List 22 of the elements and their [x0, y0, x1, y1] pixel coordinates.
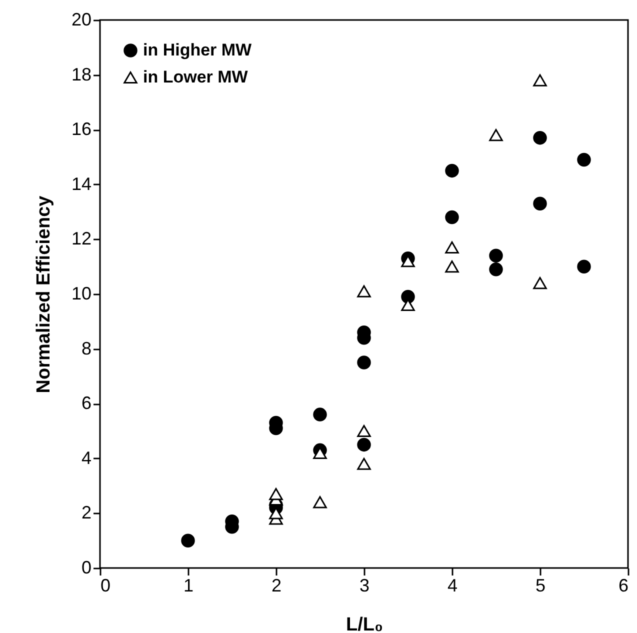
y-tick-label: 0	[81, 558, 92, 578]
x-tick-label: 6	[618, 576, 628, 596]
y-tick-label: 6	[81, 393, 92, 414]
x-tick-label: 1	[183, 576, 194, 596]
x-axis-title: L/L₀	[346, 614, 384, 633]
y-tick-label: 12	[71, 228, 92, 249]
y-tick-label: 2	[81, 502, 92, 523]
y-tick-label: 8	[81, 338, 92, 358]
y-tick-label: 10	[71, 284, 92, 304]
y-tick-label: 14	[71, 174, 92, 194]
y-tick-label: 4	[81, 448, 92, 468]
x-tick-label: 4	[447, 576, 458, 596]
x-tick-label: 5	[535, 576, 546, 596]
x-tick-label: 3	[359, 576, 370, 596]
x-tick-label: 0	[100, 576, 111, 596]
legend-label: in Higher MW	[143, 40, 253, 60]
y-tick-label: 20	[71, 10, 92, 30]
legend-label: in Lower MW	[143, 68, 249, 86]
y-tick-label: 18	[71, 64, 92, 84]
y-tick-label: 16	[71, 119, 92, 140]
y-axis-title: Normalized Efficiency	[33, 195, 54, 394]
x-tick-label: 2	[271, 576, 282, 596]
